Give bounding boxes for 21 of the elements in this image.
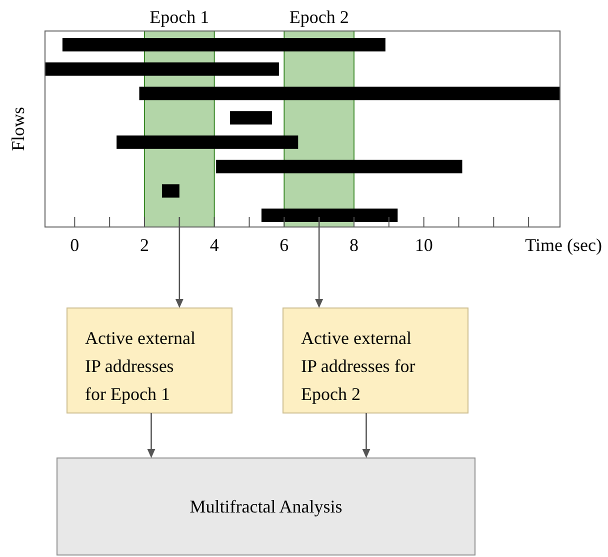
text: Active external IP addresses for Epoch 1 <box>85 328 196 404</box>
text: Active external IP addresses for Epoch 2 <box>301 328 416 404</box>
bar <box>139 86 560 100</box>
x-tick-label: 4 <box>210 235 219 255</box>
bar <box>261 208 398 222</box>
x-tick-label: 10 <box>414 235 433 255</box>
y-axis-title: Flows <box>8 106 28 152</box>
x-axis-title: Time (sec) <box>525 235 602 255</box>
bar <box>230 111 272 125</box>
x-tick-label: 0 <box>70 235 80 255</box>
bar <box>116 135 298 149</box>
bar <box>216 160 462 174</box>
band-label: Epoch 1 <box>150 7 210 27</box>
bar <box>45 62 279 76</box>
text: Multifractal Analysis <box>190 496 342 516</box>
bar <box>62 38 386 52</box>
band-label: Epoch 2 <box>289 7 349 27</box>
bar <box>162 184 180 198</box>
x-tick-label: 6 <box>280 235 289 255</box>
x-tick-label: 8 <box>350 235 358 255</box>
x-tick-label: 2 <box>140 235 150 255</box>
